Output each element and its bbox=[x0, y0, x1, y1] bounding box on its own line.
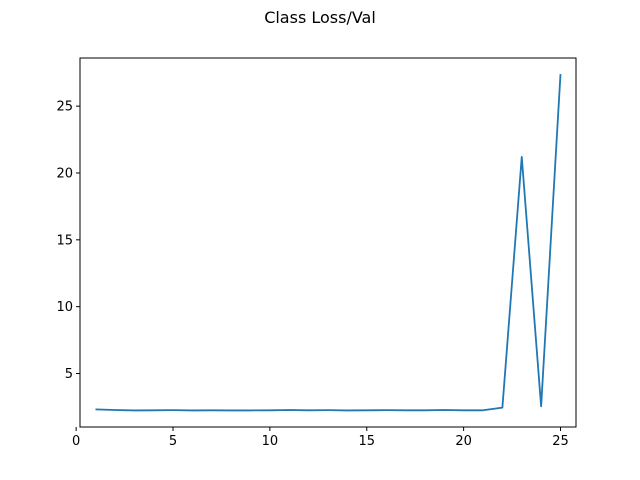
y-tick-label: 15 bbox=[56, 233, 73, 248]
series-line-0 bbox=[95, 73, 562, 412]
chart-title: Class Loss/Val bbox=[264, 8, 376, 27]
x-axis: 0 5 10 15 20 25 bbox=[72, 427, 569, 449]
y-tick-label: 25 bbox=[56, 100, 73, 115]
x-tick-label: 5 bbox=[169, 434, 177, 449]
x-tick-label: 10 bbox=[262, 434, 279, 449]
x-tick-label: 20 bbox=[455, 434, 472, 449]
y-tick-label: 5 bbox=[65, 367, 73, 382]
x-tick-label: 0 bbox=[72, 434, 80, 449]
x-tick-label: 15 bbox=[358, 434, 375, 449]
y-axis: 5 10 15 20 25 bbox=[56, 100, 80, 382]
y-tick-label: 10 bbox=[56, 300, 73, 315]
x-tick-label: 25 bbox=[552, 434, 569, 449]
axes-frame bbox=[79, 57, 577, 428]
plot-area bbox=[95, 73, 562, 412]
y-tick-label: 20 bbox=[56, 166, 73, 181]
